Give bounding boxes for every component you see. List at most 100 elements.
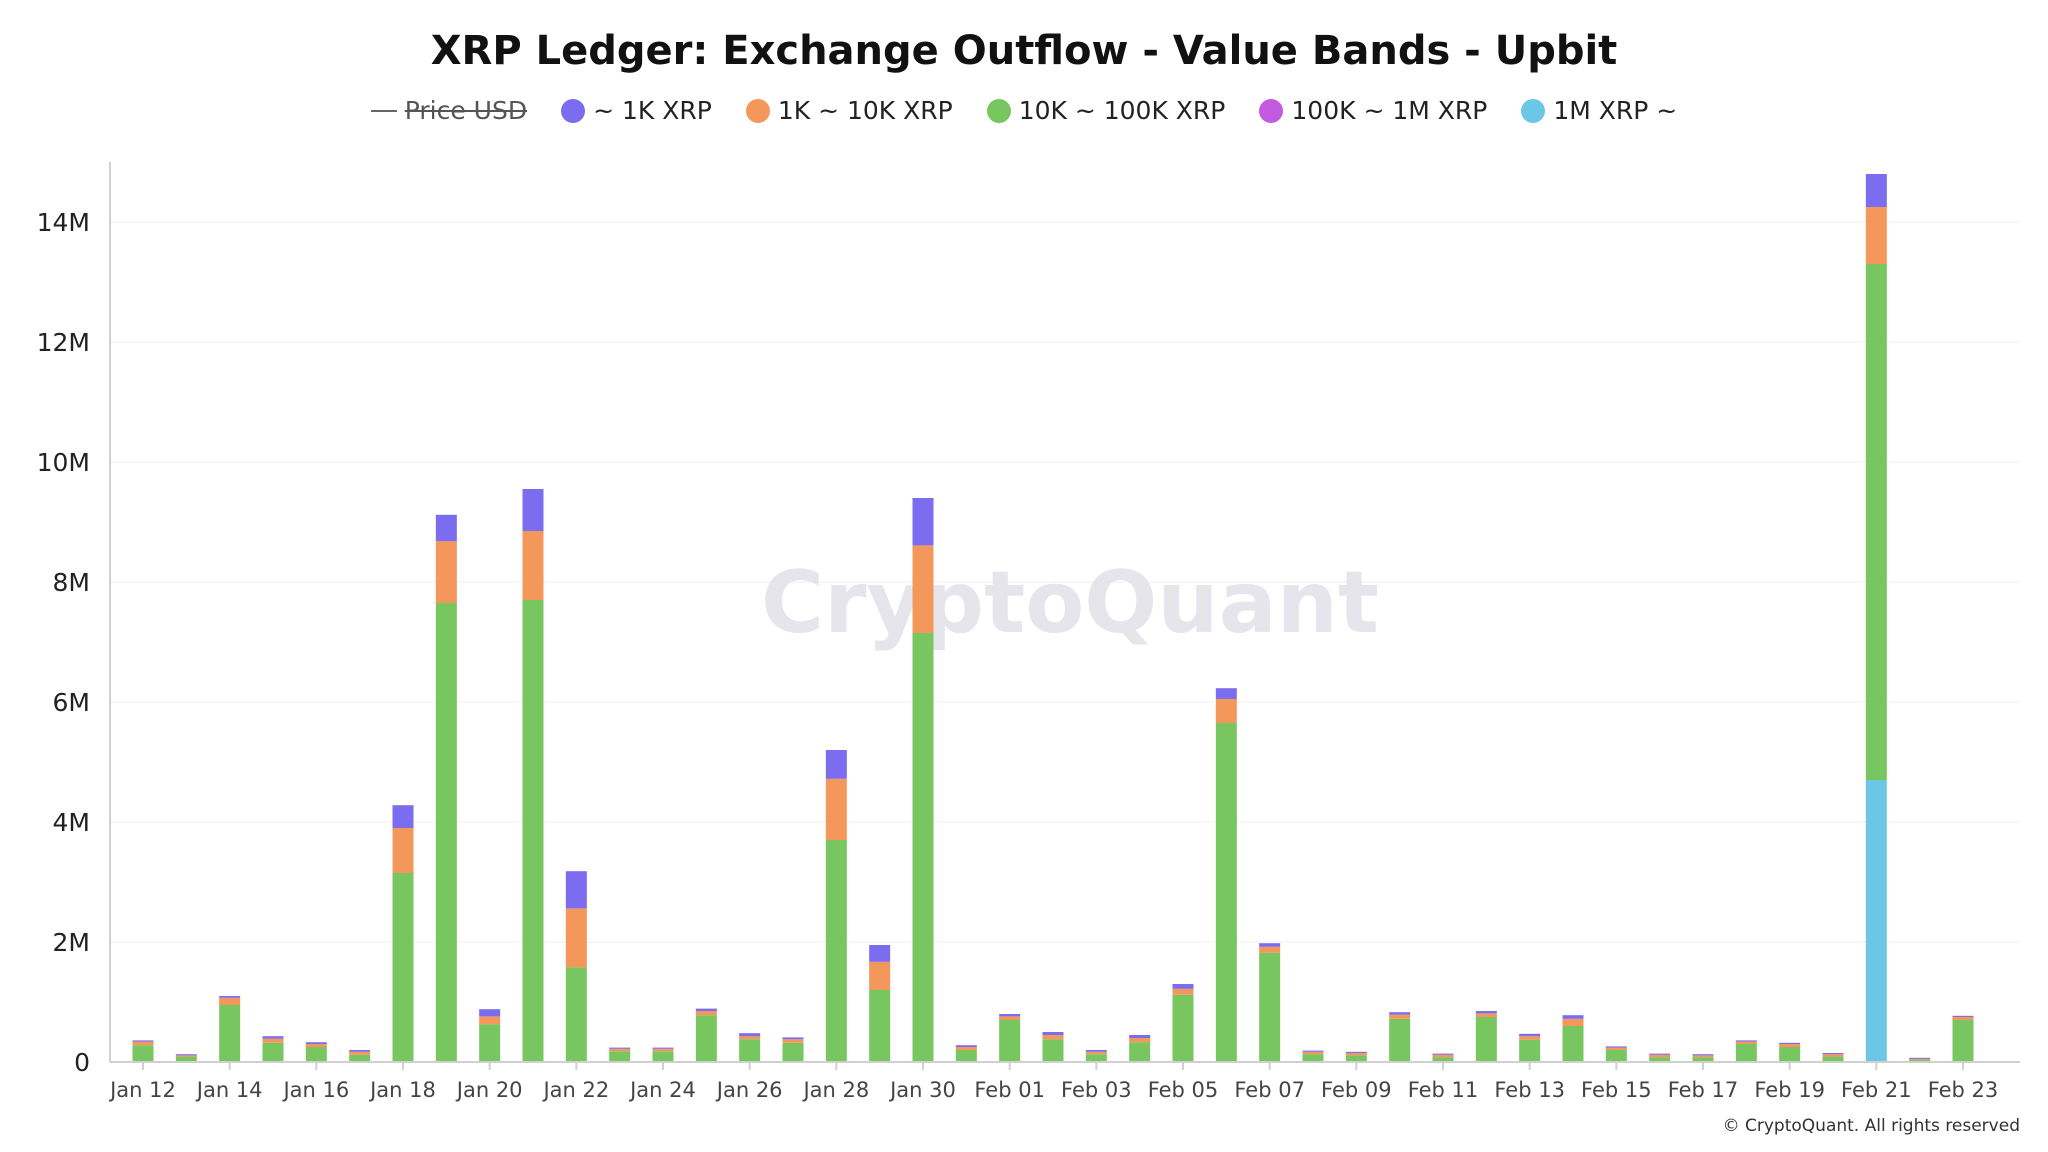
bar-segment[interactable] — [132, 1041, 154, 1046]
bar-segment[interactable] — [1215, 688, 1237, 699]
legend-item-0[interactable]: Price USD — [370, 96, 527, 125]
legend-item-2[interactable]: 1K ~ 10K XRP — [745, 96, 953, 125]
bar-segment[interactable] — [739, 1033, 761, 1037]
bar-segment[interactable] — [782, 1042, 804, 1062]
bar-segment[interactable] — [1952, 1017, 1974, 1020]
bar-segment[interactable] — [912, 545, 934, 633]
bar-segment[interactable] — [219, 996, 241, 998]
bar-segment[interactable] — [1735, 1040, 1757, 1042]
bar-segment[interactable] — [262, 1042, 284, 1062]
bar-segment[interactable] — [479, 1009, 501, 1017]
bar-segment[interactable] — [565, 967, 587, 1062]
bar-segment[interactable] — [392, 828, 414, 873]
bar-segment[interactable] — [1649, 1054, 1671, 1058]
bar-segment[interactable] — [999, 1014, 1021, 1017]
bar-segment[interactable] — [695, 1008, 717, 1011]
bar-segment[interactable] — [1865, 207, 1887, 264]
bar-segment[interactable] — [522, 531, 544, 600]
bar-segment[interactable] — [1215, 699, 1237, 723]
bar-segment[interactable] — [869, 990, 891, 1062]
bar-segment[interactable] — [1345, 1053, 1367, 1056]
bar-segment[interactable] — [1042, 1032, 1064, 1035]
bar-segment[interactable] — [609, 1047, 631, 1049]
bar-segment[interactable] — [1172, 984, 1194, 989]
bar-segment[interactable] — [435, 541, 457, 603]
bar-segment[interactable] — [1952, 1020, 1974, 1062]
bar-segment[interactable] — [782, 1039, 804, 1043]
bar-segment[interactable] — [955, 1050, 977, 1062]
bar-segment[interactable] — [1432, 1054, 1454, 1058]
bar-segment[interactable] — [565, 908, 587, 968]
bar-segment[interactable] — [132, 1040, 154, 1042]
bar-segment[interactable] — [1605, 1046, 1627, 1048]
bar-segment[interactable] — [435, 603, 457, 1062]
bar-segment[interactable] — [1432, 1053, 1454, 1055]
bar-segment[interactable] — [262, 1038, 284, 1043]
bar-segment[interactable] — [1259, 943, 1281, 947]
legend-item-3[interactable]: 10K ~ 100K XRP — [986, 96, 1225, 125]
bar-segment[interactable] — [912, 633, 934, 1062]
bar-segment[interactable] — [1562, 1026, 1584, 1062]
bar-segment[interactable] — [1475, 1013, 1497, 1017]
bar-segment[interactable] — [565, 871, 587, 909]
bar-segment[interactable] — [1605, 1050, 1627, 1062]
bar-segment[interactable] — [349, 1050, 371, 1052]
bar-segment[interactable] — [1519, 1033, 1541, 1037]
bar-segment[interactable] — [869, 945, 891, 962]
bar-segment[interactable] — [1302, 1051, 1324, 1055]
bar-segment[interactable] — [1085, 1051, 1107, 1055]
bar-segment[interactable] — [652, 1051, 674, 1062]
bar-segment[interactable] — [825, 778, 847, 840]
bar-segment[interactable] — [1519, 1039, 1541, 1062]
bar-segment[interactable] — [479, 1024, 501, 1062]
bar-segment[interactable] — [1042, 1035, 1064, 1040]
bar-segment[interactable] — [1302, 1050, 1324, 1052]
bar-segment[interactable] — [912, 498, 934, 546]
bar-segment[interactable] — [999, 1016, 1021, 1020]
bar-segment[interactable] — [652, 1047, 674, 1049]
bar-segment[interactable] — [955, 1045, 977, 1047]
bar-segment[interactable] — [1822, 1056, 1844, 1062]
bar-segment[interactable] — [1389, 1012, 1411, 1015]
bar-segment[interactable] — [1172, 994, 1194, 1062]
bar-segment[interactable] — [1692, 1055, 1714, 1058]
bar-segment[interactable] — [175, 1054, 197, 1056]
bar-segment[interactable] — [1215, 723, 1237, 1062]
bar-segment[interactable] — [1562, 1018, 1584, 1026]
bar-segment[interactable] — [1822, 1054, 1844, 1057]
bar-segment[interactable] — [1735, 1044, 1757, 1062]
bar-segment[interactable] — [1562, 1015, 1584, 1019]
bar-segment[interactable] — [262, 1036, 284, 1039]
bar-segment[interactable] — [1909, 1057, 1931, 1059]
legend-item-4[interactable]: 100K ~ 1M XRP — [1259, 96, 1487, 125]
bar-segment[interactable] — [1085, 1054, 1107, 1062]
bar-segment[interactable] — [739, 1039, 761, 1062]
bar-segment[interactable] — [1129, 1038, 1151, 1043]
bar-segment[interactable] — [825, 750, 847, 779]
bar-segment[interactable] — [219, 997, 241, 1005]
bar-segment[interactable] — [1345, 1055, 1367, 1062]
bar-segment[interactable] — [1909, 1058, 1931, 1060]
legend-item-5[interactable]: 1M XRP ~ — [1521, 96, 1677, 125]
bar-segment[interactable] — [1649, 1057, 1671, 1062]
bar-segment[interactable] — [1475, 1017, 1497, 1062]
bar-segment[interactable] — [1389, 1018, 1411, 1062]
bar-segment[interactable] — [1649, 1053, 1671, 1055]
bar-segment[interactable] — [305, 1042, 327, 1044]
bar-segment[interactable] — [1779, 1047, 1801, 1062]
bar-segment[interactable] — [609, 1048, 631, 1052]
bar-segment[interactable] — [219, 1005, 241, 1062]
bar-segment[interactable] — [1302, 1054, 1324, 1062]
bar-segment[interactable] — [305, 1047, 327, 1062]
bar-segment[interactable] — [1345, 1051, 1367, 1053]
bar-segment[interactable] — [1865, 174, 1887, 207]
bar-segment[interactable] — [305, 1044, 327, 1047]
bar-segment[interactable] — [695, 1015, 717, 1062]
bar-segment[interactable] — [522, 489, 544, 531]
bar-segment[interactable] — [739, 1036, 761, 1040]
bar-segment[interactable] — [479, 1016, 501, 1025]
bar-segment[interactable] — [1432, 1057, 1454, 1062]
bar-segment[interactable] — [1389, 1014, 1411, 1019]
bar-segment[interactable] — [1129, 1042, 1151, 1062]
bar-segment[interactable] — [1822, 1053, 1844, 1055]
